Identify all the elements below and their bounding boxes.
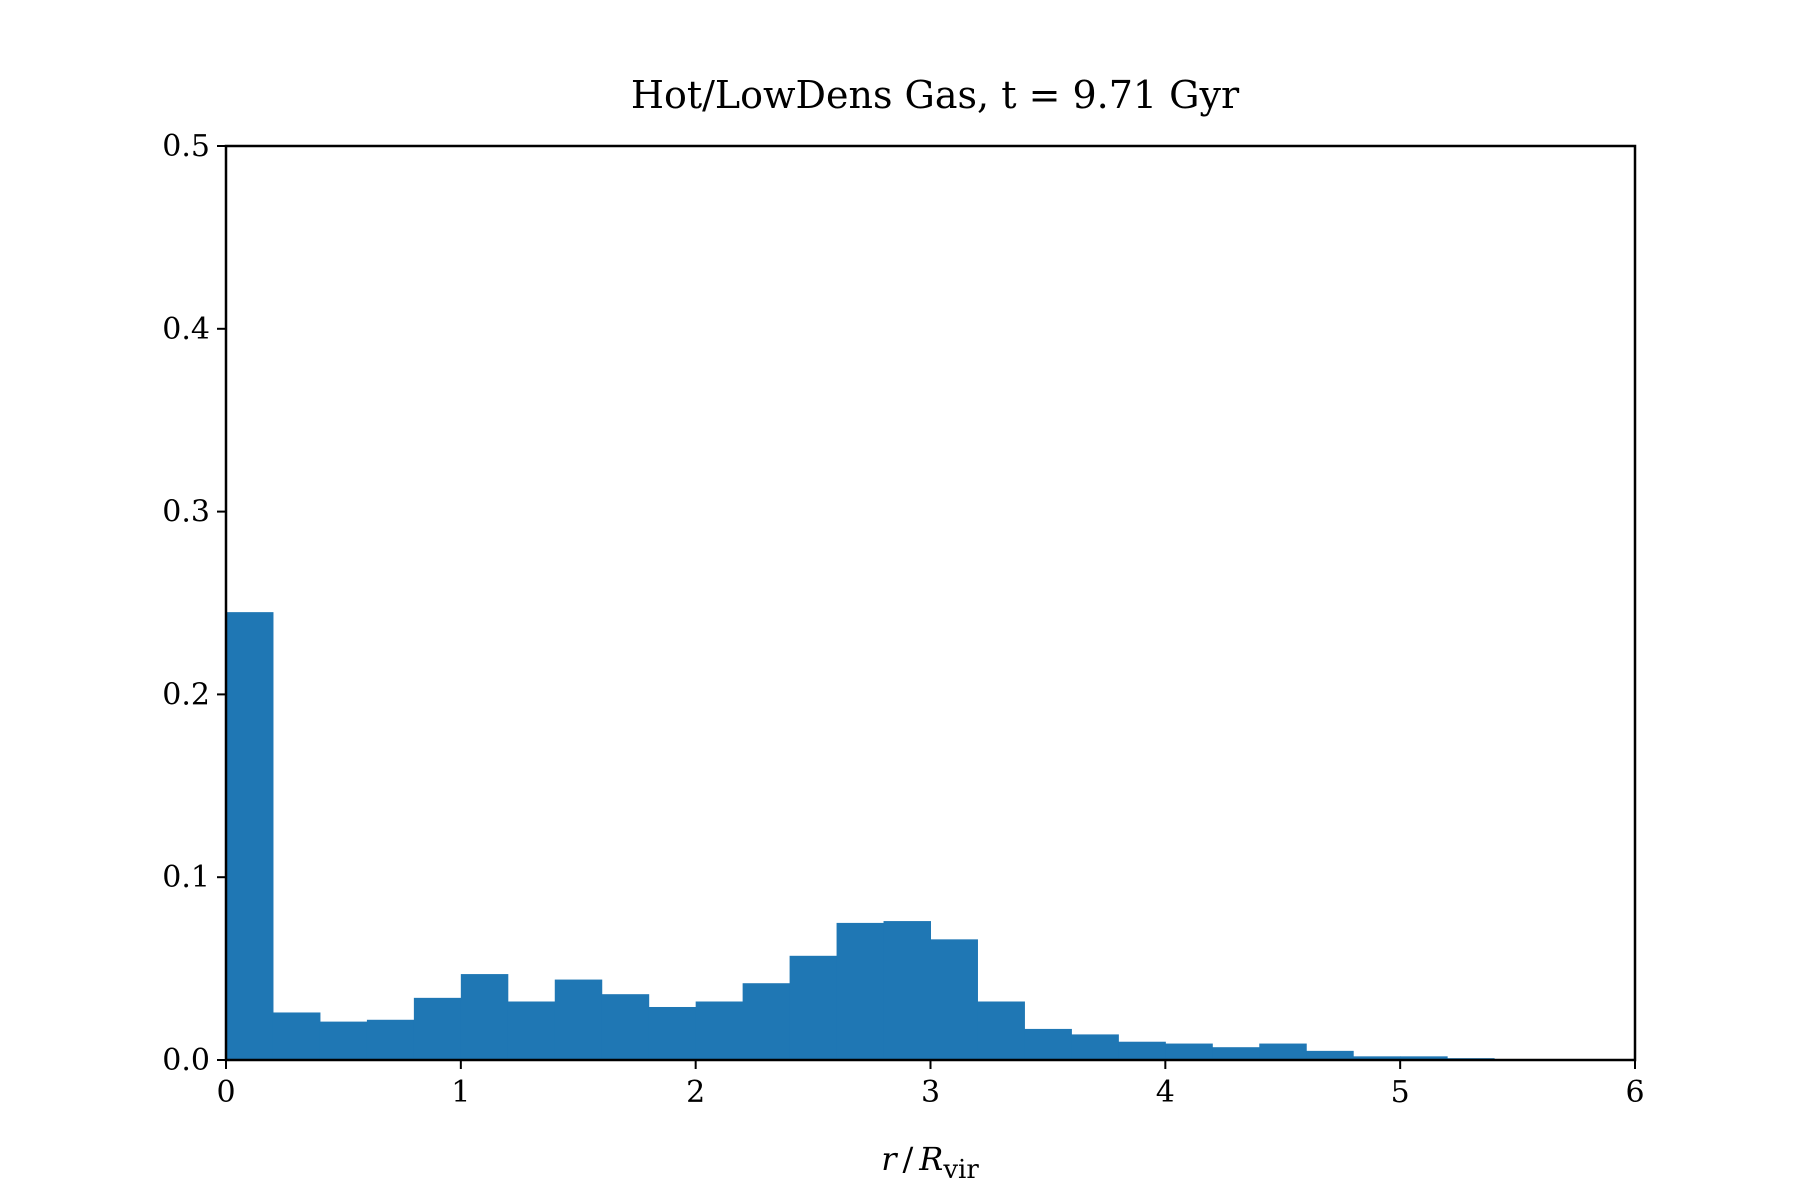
histogram-bar [883, 921, 931, 1060]
histogram-bar [319, 1021, 368, 1060]
histogram-bar [601, 994, 650, 1060]
chart-title: Hot/LowDens Gas, t = 9.71 Gyr [631, 73, 1240, 117]
histogram-bar [507, 1001, 556, 1060]
histogram-bar [695, 1001, 744, 1060]
y-tick-label: 0.2 [162, 677, 210, 712]
x-tick-label: 2 [686, 1075, 705, 1110]
histogram-bar [1259, 1043, 1307, 1060]
histogram-bar [1306, 1050, 1354, 1060]
x-axis-label-R: R [918, 1140, 943, 1178]
histogram-bar [977, 1001, 1025, 1060]
histogram-bar [1024, 1028, 1072, 1060]
histogram-bar [366, 1019, 415, 1060]
histogram-bar [648, 1006, 697, 1060]
histogram-bar [272, 1012, 321, 1060]
histogram-bar [742, 983, 791, 1060]
histogram-bar [930, 939, 978, 1060]
x-axis-ticks: 0 1 2 3 4 5 6 [216, 1060, 1645, 1110]
histogram-bar [413, 997, 462, 1060]
y-axis-ticks: 0.0 0.1 0.2 0.3 0.4 0.5 [162, 129, 226, 1078]
histogram-bar [1353, 1056, 1401, 1060]
x-tick-label: 5 [1391, 1075, 1410, 1110]
x-axis-label-slash: / [902, 1140, 913, 1178]
histogram-bar [1118, 1041, 1166, 1060]
histogram-bar [1165, 1043, 1213, 1060]
y-tick-label: 0.4 [162, 312, 210, 347]
histogram-bar [226, 612, 274, 1060]
histogram-bars [226, 612, 1495, 1060]
x-axis-label-var: r [881, 1140, 898, 1178]
histogram-bar [1400, 1056, 1448, 1060]
x-axis-label: r / Rvir [881, 1140, 979, 1185]
histogram-bar [1071, 1034, 1119, 1060]
histogram-bar [554, 979, 603, 1060]
x-tick-label: 0 [216, 1075, 235, 1110]
x-tick-label: 6 [1625, 1075, 1644, 1110]
y-tick-label: 0.5 [162, 129, 210, 164]
histogram-bar [460, 974, 509, 1060]
y-tick-label: 0.3 [162, 495, 210, 530]
x-axis-label-sub: vir [942, 1155, 979, 1185]
x-tick-label: 1 [451, 1075, 470, 1110]
y-tick-label: 0.1 [162, 860, 210, 895]
x-tick-label: 4 [1156, 1075, 1175, 1110]
histogram-bar [789, 955, 838, 1060]
histogram-bar [1212, 1047, 1260, 1060]
histogram-bar [836, 922, 885, 1060]
y-tick-label: 0.0 [162, 1043, 210, 1078]
x-tick-label: 3 [921, 1075, 940, 1110]
